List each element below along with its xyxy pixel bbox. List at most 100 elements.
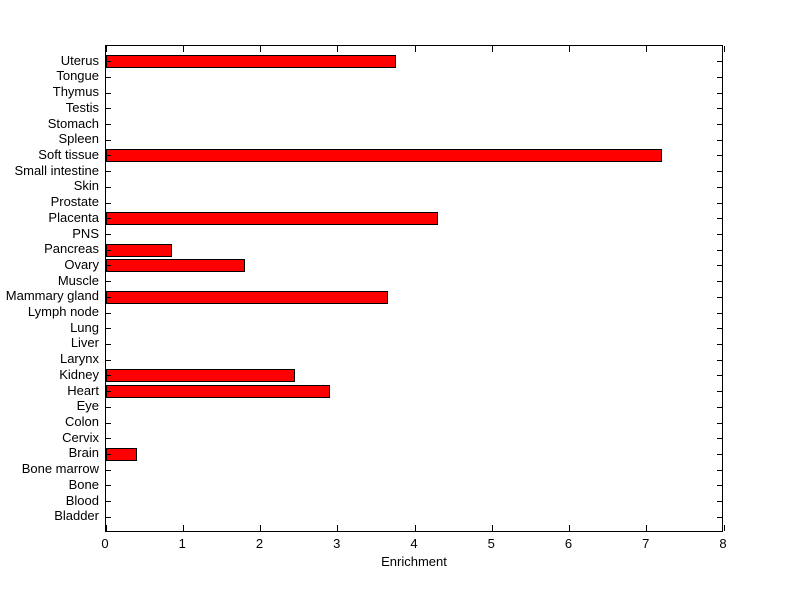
- y-tick-left: [106, 312, 111, 314]
- x-tick-top: [723, 46, 725, 52]
- y-tick-label: Mammary gland: [5, 288, 99, 304]
- y-tick-right: [717, 108, 722, 110]
- y-tick-left: [106, 343, 111, 345]
- x-tick-label: 8: [719, 536, 727, 551]
- y-tick-label: Colon: [65, 414, 99, 430]
- y-tick-label: Thymus: [52, 84, 99, 100]
- y-tick-left: [106, 234, 111, 236]
- bar-kidney: [106, 369, 295, 383]
- y-tick-label: Bone: [68, 476, 99, 492]
- y-tick-left: [106, 469, 111, 471]
- x-tick-top: [491, 46, 493, 52]
- y-tick-right: [717, 218, 722, 220]
- y-tick-right: [717, 469, 722, 471]
- y-tick-right: [717, 139, 722, 141]
- x-tick-bottom: [569, 525, 570, 531]
- y-tick-label: Testis: [65, 99, 99, 115]
- x-tick-bottom: [414, 525, 416, 531]
- y-tick-label: Cervix: [62, 429, 99, 445]
- y-tick-left: [106, 453, 111, 455]
- y-tick-label: Pancreas: [44, 241, 99, 257]
- y-tick-right: [717, 453, 722, 455]
- bar-soft-tissue: [106, 149, 662, 163]
- y-tick-left: [106, 391, 111, 393]
- y-tick-left: [106, 139, 111, 141]
- x-tick-label: 3: [333, 536, 341, 551]
- y-tick-label: Tongue: [56, 68, 99, 84]
- y-tick-label: Prostate: [50, 194, 99, 210]
- y-tick-left: [106, 406, 111, 408]
- plot-area: [105, 45, 725, 532]
- y-tick-left: [106, 61, 111, 63]
- y-tick-left: [106, 76, 111, 78]
- y-tick-right: [717, 328, 722, 330]
- y-tick-right: [717, 438, 722, 440]
- x-tick-top: [105, 46, 107, 52]
- y-tick-right: [717, 92, 722, 94]
- x-tick-bottom: [105, 525, 107, 531]
- y-tick-right: [717, 391, 722, 393]
- y-tick-left: [106, 249, 111, 251]
- x-tick-top: [337, 46, 339, 52]
- x-tick-label: 7: [642, 536, 650, 551]
- x-tick-label: 2: [255, 536, 264, 551]
- y-tick-left: [106, 265, 111, 267]
- y-tick-right: [717, 375, 722, 377]
- x-tick-label: 0: [101, 536, 109, 551]
- y-tick-label: Bladder: [54, 508, 99, 524]
- y-tick-right: [717, 124, 722, 126]
- y-tick-label: Eye: [76, 398, 99, 414]
- y-tick-left: [106, 422, 111, 424]
- x-tick-bottom: [260, 525, 261, 531]
- y-tick-right: [717, 343, 722, 345]
- y-tick-left: [106, 218, 111, 220]
- y-tick-left: [106, 92, 111, 94]
- y-tick-left: [106, 171, 111, 173]
- y-tick-label: Soft tissue: [38, 146, 99, 162]
- x-tick-label: 1: [178, 536, 186, 551]
- x-tick-top: [260, 46, 261, 52]
- bar-mammary-gland: [106, 290, 388, 304]
- y-tick-right: [717, 516, 722, 518]
- y-tick-label: Skin: [73, 178, 99, 194]
- x-tick-bottom: [182, 525, 184, 531]
- y-tick-left: [106, 359, 111, 361]
- y-tick-right: [717, 76, 722, 78]
- x-tick-bottom: [337, 525, 339, 531]
- bar-heart: [106, 385, 330, 399]
- y-tick-label: Heart: [67, 382, 99, 398]
- x-axis-title: Enrichment: [381, 554, 447, 569]
- y-tick-left: [106, 485, 111, 487]
- y-tick-label: Lymph node: [27, 304, 99, 320]
- y-tick-label: Placenta: [48, 209, 99, 225]
- bar-placenta: [106, 212, 438, 226]
- y-tick-right: [717, 296, 722, 298]
- y-tick-label: Stomach: [47, 115, 99, 131]
- y-tick-left: [106, 516, 111, 518]
- y-tick-left: [106, 296, 111, 298]
- x-tick-top: [569, 46, 570, 52]
- y-tick-right: [717, 249, 722, 251]
- x-tick-bottom: [491, 525, 493, 531]
- y-tick-right: [717, 186, 722, 188]
- y-tick-right: [717, 422, 722, 424]
- y-tick-left: [106, 124, 111, 126]
- x-tick-label: 5: [487, 536, 495, 551]
- x-tick-top: [182, 46, 184, 52]
- y-tick-right: [717, 202, 722, 204]
- bar-uterus: [106, 55, 396, 69]
- y-tick-right: [717, 406, 722, 408]
- y-tick-left: [106, 108, 111, 110]
- y-tick-label: Brain: [68, 445, 99, 461]
- x-tick-bottom: [723, 525, 725, 531]
- y-tick-label: Bone marrow: [21, 461, 99, 477]
- y-tick-label: Uterus: [60, 52, 99, 68]
- y-tick-left: [106, 281, 111, 283]
- y-tick-label: Kidney: [59, 366, 99, 382]
- y-tick-right: [717, 265, 722, 267]
- y-tick-right: [717, 281, 722, 283]
- y-tick-right: [717, 234, 722, 236]
- y-tick-label: Ovary: [64, 256, 99, 272]
- y-tick-right: [717, 171, 722, 173]
- y-tick-right: [717, 61, 722, 63]
